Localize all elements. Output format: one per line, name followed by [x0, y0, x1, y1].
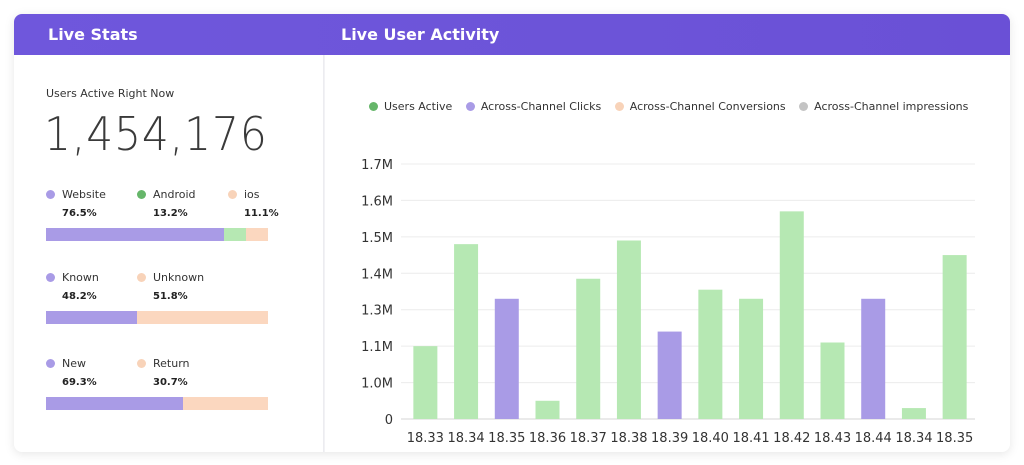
bar-users-active[interactable]: [739, 298, 764, 419]
known-percent: 48.2%: [62, 291, 97, 302]
website-dot-icon: [46, 190, 55, 199]
y-tick-label: 1.6M: [361, 194, 393, 209]
bar-users-active[interactable]: [535, 400, 560, 419]
bar-users-active[interactable]: [698, 289, 723, 419]
bar-across-channel-clicks[interactable]: [494, 298, 519, 419]
legend-unknown: Unknown 51.8%: [137, 271, 204, 302]
progress-segment: [245, 228, 268, 241]
users-active-dot-icon: [369, 102, 378, 111]
new-dot-icon: [46, 359, 55, 368]
new-percent: 69.3%: [62, 377, 97, 388]
legend-known: Known 48.2%: [46, 271, 99, 302]
live-user-activity-panel: Users Active Across-Channel Clicks Acros…: [325, 55, 1010, 452]
legend-across-channel-conversions[interactable]: Across-Channel Conversions: [614, 100, 786, 113]
ios-dot-icon: [228, 190, 237, 199]
platform-progress-bar: [46, 228, 268, 241]
legend-website: Website 76.5%: [46, 188, 106, 219]
conversions-dot-icon: [614, 102, 624, 111]
bar-users-active[interactable]: [454, 244, 479, 419]
x-tick-label: 18.38: [610, 431, 647, 446]
progress-segment: [182, 397, 268, 410]
bar-users-active[interactable]: [942, 255, 967, 419]
x-tick-label: 18.34: [895, 431, 932, 446]
legend-ios: ios 11.1%: [228, 188, 279, 219]
bar-users-active[interactable]: [616, 240, 641, 420]
unknown-percent: 51.8%: [153, 291, 188, 302]
new-return-breakdown: New 69.3% Return 30.7%: [46, 357, 268, 417]
clicks-dot-icon: [465, 102, 475, 111]
progress-segment: [46, 397, 183, 410]
y-tick-label: 1.7M: [361, 158, 393, 173]
legend-android: Android 13.2%: [137, 188, 196, 219]
visitor-type-progress-bar: [46, 311, 268, 324]
y-tick-label: 1.0M: [361, 377, 393, 392]
live-user-activity-title: Live User Activity: [341, 25, 500, 44]
chart-legend: Users Active Across-Channel Clicks Acros…: [369, 100, 978, 113]
x-tick-label: 18.42: [773, 431, 810, 446]
known-dot-icon: [46, 273, 55, 282]
y-tick-label: 1.5M: [361, 231, 393, 246]
website-percent: 76.5%: [62, 208, 97, 219]
y-tick-label: 1.3M: [361, 304, 393, 319]
legend-return: Return 30.7%: [137, 357, 190, 388]
return-percent: 30.7%: [153, 377, 188, 388]
progress-segment: [46, 228, 224, 241]
android-percent: 13.2%: [153, 208, 188, 219]
platform-breakdown: Website 76.5% Android 13.2% ios 11.1%: [46, 188, 279, 248]
users-active-label: Users Active Right Now: [46, 87, 175, 100]
bar-users-active[interactable]: [779, 211, 804, 419]
x-tick-label: 18.39: [651, 431, 688, 446]
legend-new: New 69.3%: [46, 357, 97, 388]
unknown-dot-icon: [137, 273, 146, 282]
bar-users-active[interactable]: [576, 278, 601, 419]
live-stats-title: Live Stats: [48, 25, 138, 44]
progress-segment: [137, 311, 268, 324]
new-return-progress-bar: [46, 397, 268, 410]
x-tick-label: 18.35: [936, 431, 973, 446]
return-dot-icon: [137, 359, 146, 368]
live-stats-card: Live Stats Live User Activity Users Acti…: [14, 14, 1010, 452]
x-tick-label: 18.44: [855, 431, 892, 446]
bar-users-active[interactable]: [820, 342, 845, 420]
x-tick-label: 18.36: [529, 431, 566, 446]
x-tick-label: 18.43: [814, 431, 851, 446]
bar-users-active[interactable]: [901, 408, 926, 419]
visitor-type-breakdown: Known 48.2% Unknown 51.8%: [46, 271, 268, 331]
impressions-dot-icon: [799, 102, 809, 111]
x-tick-label: 18.40: [692, 431, 729, 446]
bar-across-channel-clicks[interactable]: [657, 331, 682, 419]
y-tick-label: 0: [385, 413, 393, 428]
y-tick-label: 1.4M: [361, 267, 393, 282]
x-tick-label: 18.34: [447, 431, 484, 446]
y-tick-label: 1.1M: [361, 340, 393, 355]
ios-percent: 11.1%: [244, 208, 279, 219]
users-active-count: 1,454,176: [44, 107, 268, 161]
progress-segment: [46, 311, 138, 324]
x-tick-label: 18.35: [488, 431, 525, 446]
x-tick-label: 18.37: [570, 431, 607, 446]
bar-users-active[interactable]: [413, 346, 438, 419]
live-stats-panel: Users Active Right Now 1,454,176 Website…: [14, 55, 323, 452]
bar-across-channel-clicks[interactable]: [861, 298, 886, 419]
panel-divider: [323, 55, 325, 452]
legend-across-channel-impressions[interactable]: Across-Channel impressions: [799, 100, 968, 113]
x-tick-label: 18.41: [732, 431, 769, 446]
legend-users-active[interactable]: Users Active: [369, 100, 452, 113]
progress-segment: [223, 228, 246, 241]
x-tick-label: 18.33: [407, 431, 444, 446]
legend-across-channel-clicks[interactable]: Across-Channel Clicks: [465, 100, 601, 113]
android-dot-icon: [137, 190, 146, 199]
card-header: Live Stats Live User Activity: [14, 14, 1010, 55]
